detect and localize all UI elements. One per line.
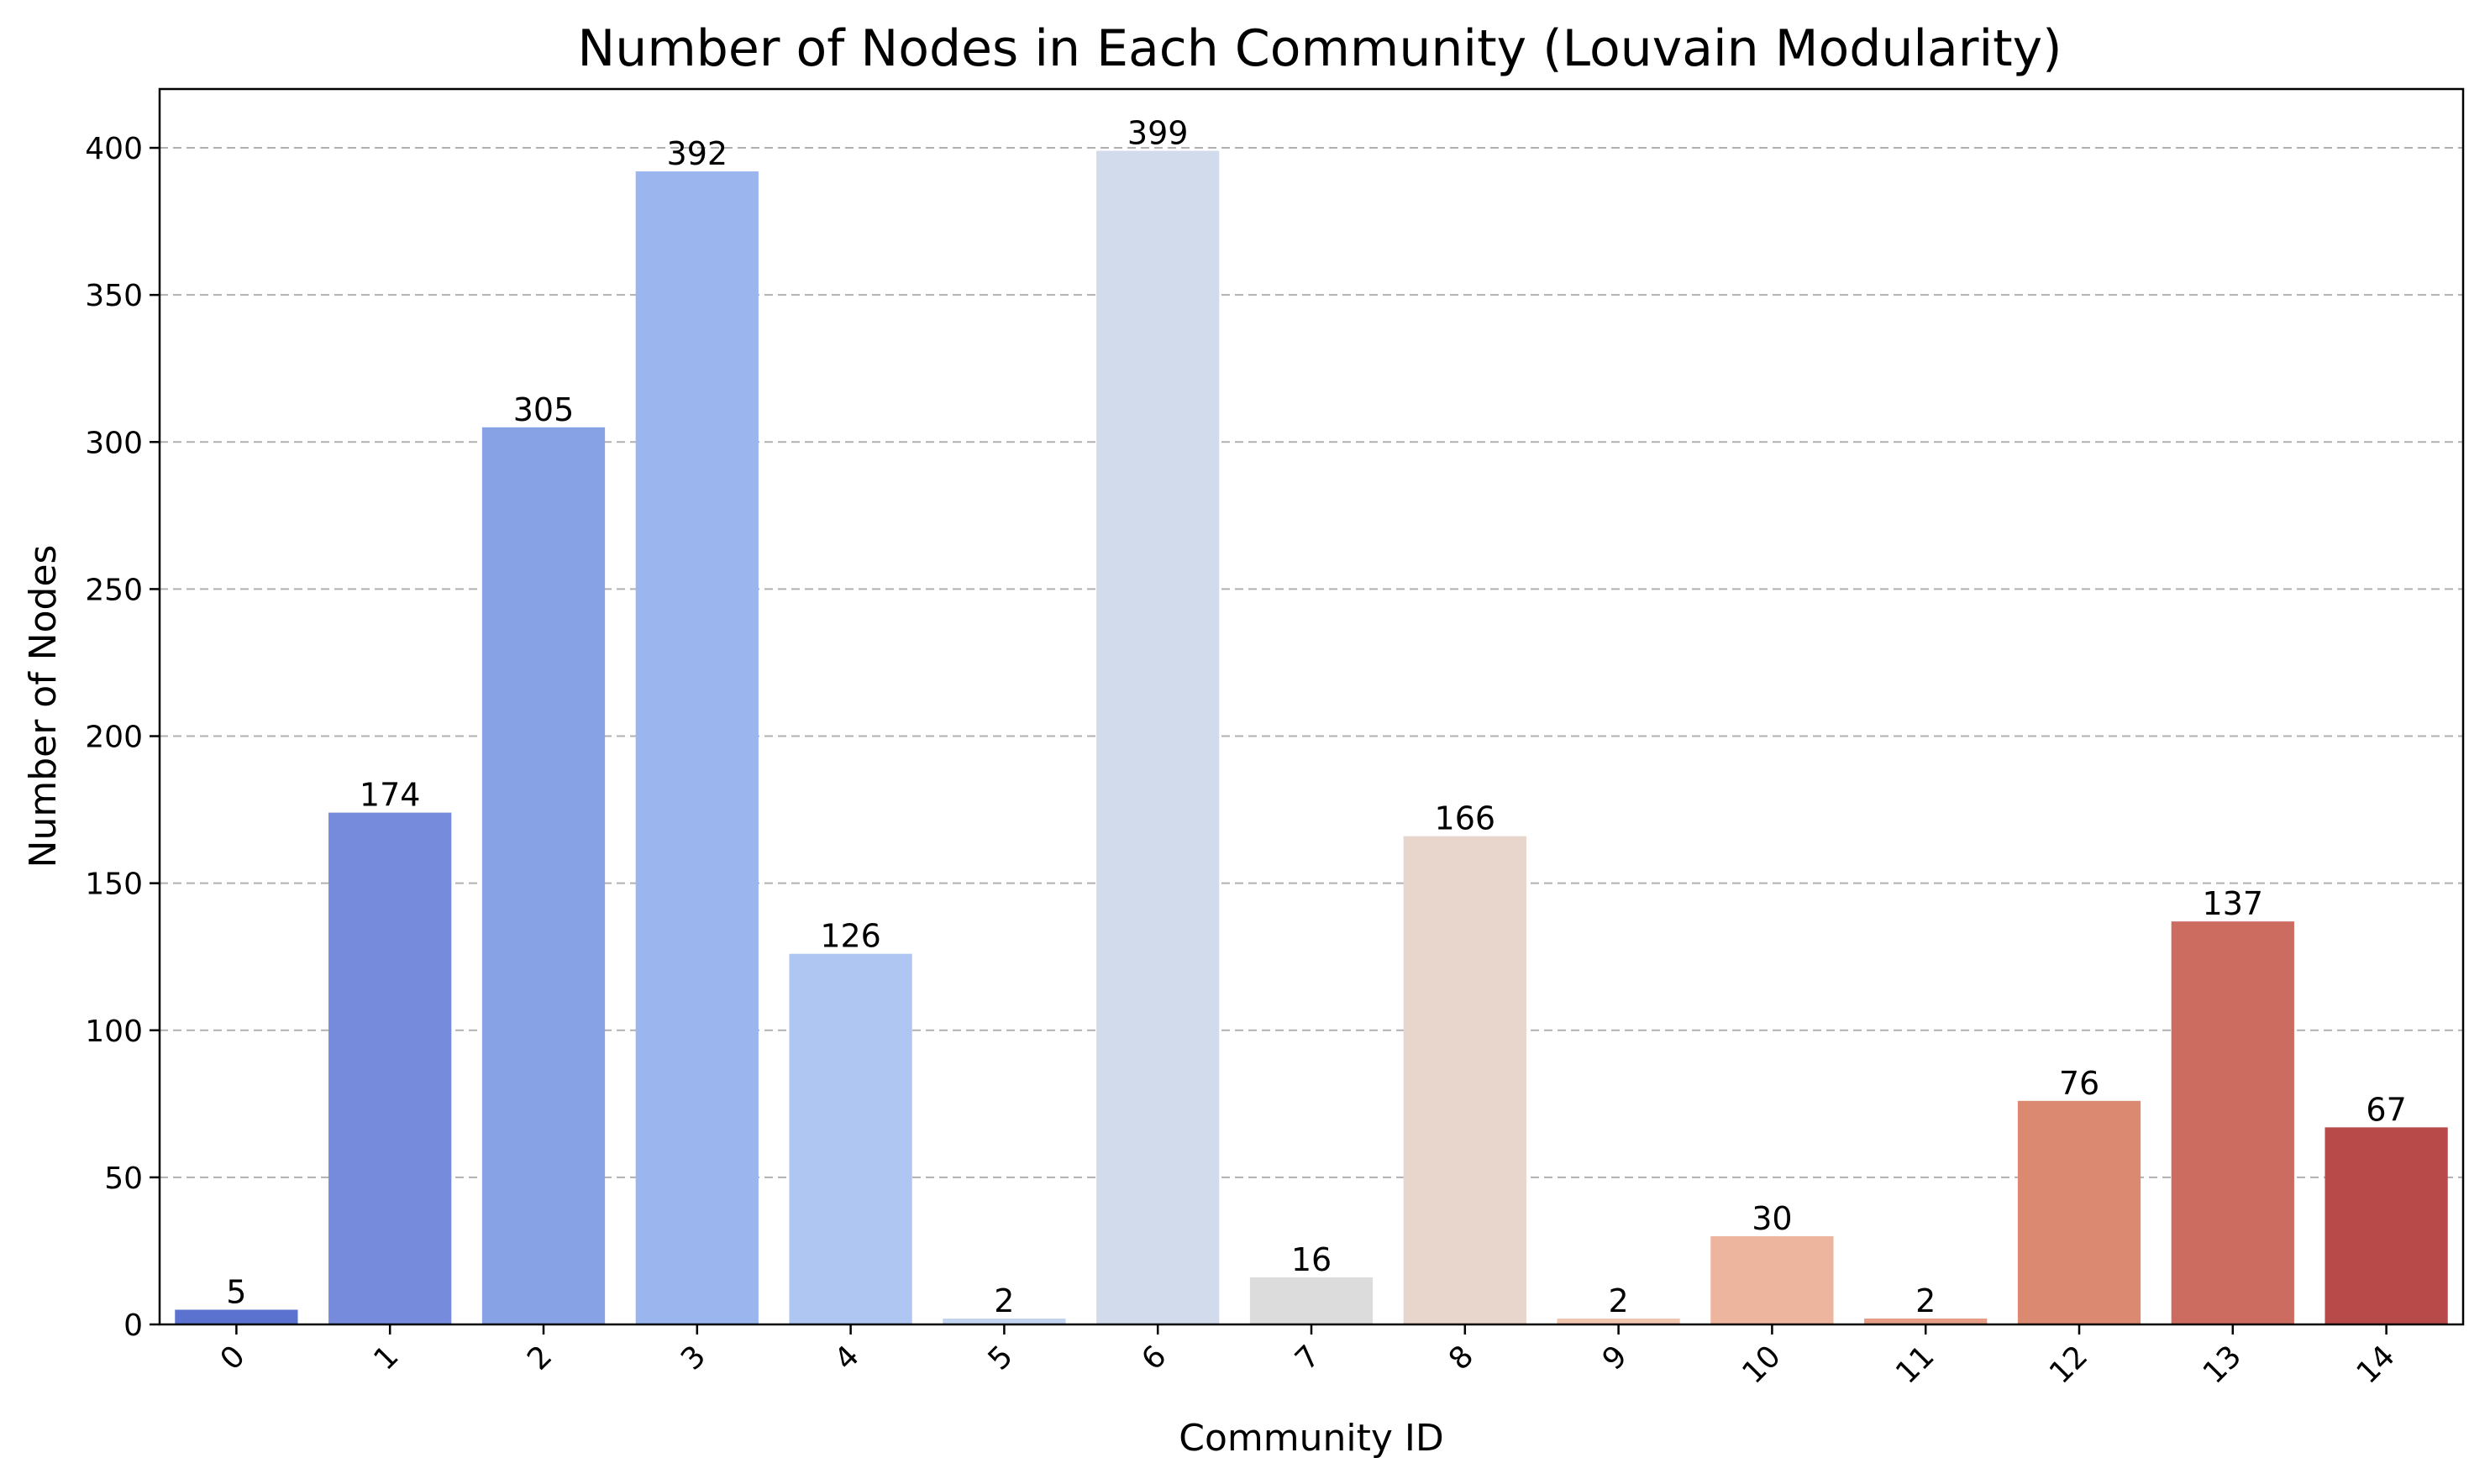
x-tick-label-10: 10 <box>1736 1339 1787 1390</box>
x-tick-label-8: 8 <box>1442 1339 1480 1377</box>
y-tick-label-400: 400 <box>85 132 143 166</box>
x-tick-label-6: 6 <box>1135 1339 1173 1377</box>
x-tick-label-2: 2 <box>521 1339 559 1377</box>
bar-community-13 <box>2171 921 2294 1324</box>
data-label-community-2: 305 <box>513 391 575 428</box>
data-label-community-5: 2 <box>994 1282 1014 1319</box>
x-tick-label-3: 3 <box>675 1339 712 1377</box>
x-axis-label: Community ID <box>1179 1417 1444 1460</box>
data-label-community-14: 67 <box>2366 1091 2406 1128</box>
x-tick-label-0: 0 <box>214 1339 252 1377</box>
data-label-community-3: 392 <box>667 135 728 172</box>
y-tick-label-50: 50 <box>104 1162 143 1196</box>
bar-community-5 <box>943 1318 1066 1324</box>
data-label-community-7: 16 <box>1291 1241 1332 1278</box>
bar-community-14 <box>2325 1127 2448 1324</box>
bar-community-4 <box>789 953 912 1324</box>
x-tick-label-7: 7 <box>1289 1339 1326 1377</box>
data-labels: 5 174 305 392 126 2 399 16 166 2 30 2 76 137 67 <box>226 115 2406 1319</box>
bar-community-7 <box>1249 1277 1374 1324</box>
data-label-community-10: 30 <box>1752 1200 1792 1237</box>
y-tick-label-300: 300 <box>85 426 143 460</box>
y-tick-label-350: 350 <box>85 279 143 313</box>
data-label-community-13: 137 <box>2203 885 2264 922</box>
bar-community-8 <box>1403 836 1526 1324</box>
x-tick-label-4: 4 <box>828 1339 866 1377</box>
bar-community-1 <box>328 812 452 1324</box>
y-axis-label: Number of Nodes <box>22 545 65 868</box>
y-tick-label-150: 150 <box>85 868 143 902</box>
bar-community-11 <box>1864 1318 1988 1324</box>
x-tick-label-1: 1 <box>367 1339 405 1377</box>
y-tick-label-200: 200 <box>85 721 143 755</box>
y-tick-label-250: 250 <box>85 573 143 607</box>
bar-community-9 <box>1557 1318 1680 1324</box>
x-tick-label-11: 11 <box>1889 1339 1941 1390</box>
data-label-community-0: 5 <box>226 1273 246 1310</box>
data-label-community-6: 399 <box>1127 115 1189 152</box>
x-tick-label-12: 12 <box>2043 1339 2094 1390</box>
bars <box>175 150 2448 1325</box>
x-tick-label-9: 9 <box>1596 1339 1634 1377</box>
chart-title: Number of Nodes in Each Community (Louva… <box>577 19 2062 78</box>
bar-community-12 <box>2017 1100 2141 1324</box>
x-tick-label-13: 13 <box>2197 1339 2248 1390</box>
bar-community-6 <box>1096 150 1220 1324</box>
bar-community-10 <box>1710 1235 1834 1324</box>
data-label-community-1: 174 <box>360 777 421 814</box>
data-label-community-11: 2 <box>1915 1282 1936 1319</box>
x-axis: 0 1 2 3 4 5 6 7 8 9 10 11 12 13 14 <box>214 1324 2402 1391</box>
bar-community-2 <box>481 427 606 1324</box>
bar-community-3 <box>635 171 759 1325</box>
data-label-community-8: 166 <box>1435 800 1496 837</box>
data-label-community-12: 76 <box>2059 1065 2099 1102</box>
y-tick-label-100: 100 <box>85 1015 143 1049</box>
x-tick-label-5: 5 <box>982 1339 1020 1377</box>
data-label-community-9: 2 <box>1609 1282 1629 1319</box>
bar-community-0 <box>175 1309 298 1324</box>
y-axis: 0 50 100 150 200 250 300 350 400 <box>85 132 160 1343</box>
data-label-community-4: 126 <box>820 918 881 955</box>
x-tick-label-14: 14 <box>2351 1339 2402 1390</box>
y-tick-label-0: 0 <box>123 1308 143 1343</box>
